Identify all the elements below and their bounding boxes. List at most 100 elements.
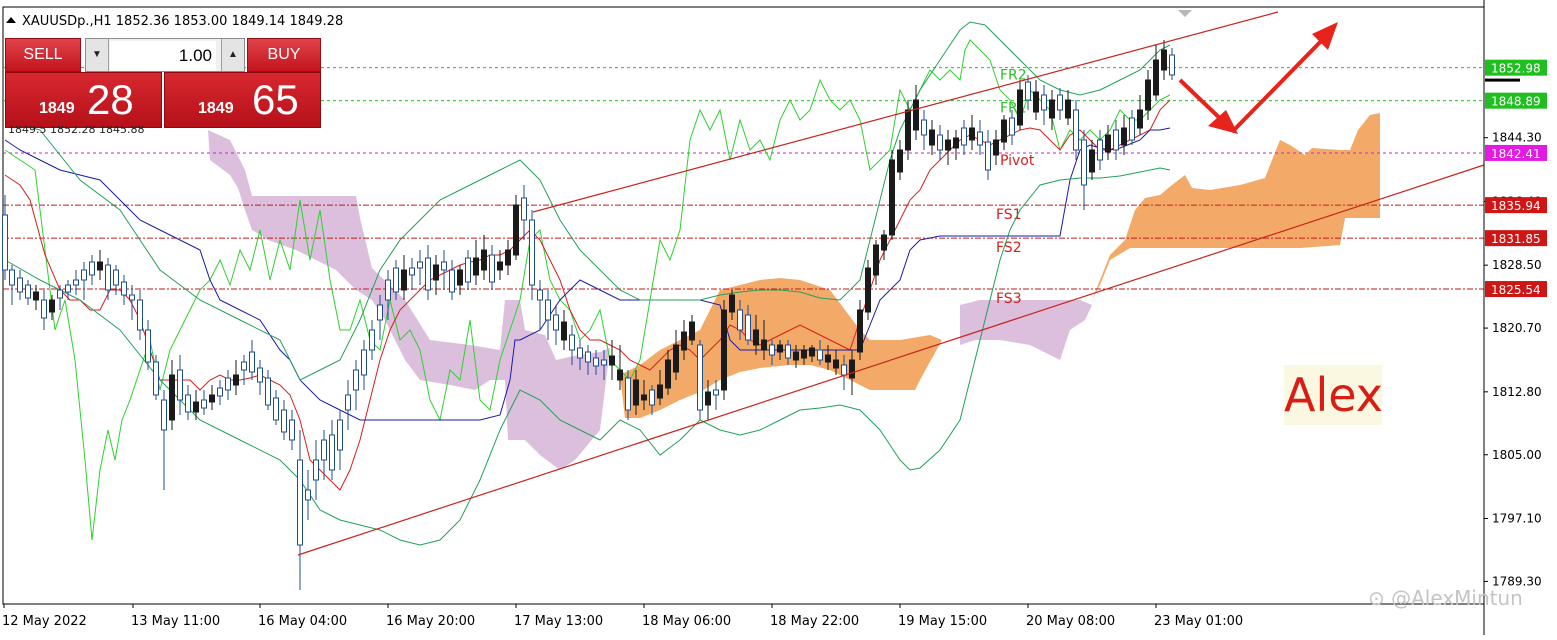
candle-body (153, 361, 159, 396)
level-tag (1485, 230, 1547, 247)
candle-body (745, 314, 751, 341)
time-tick-label: 18 May 22:00 (770, 614, 859, 629)
candle-body (729, 294, 735, 313)
candle-body (105, 264, 111, 291)
sell-price-button[interactable]: 1849 28 (5, 72, 162, 128)
candle-body (585, 351, 591, 363)
candle-body (441, 261, 447, 271)
candle-body (657, 384, 663, 399)
symbol-header: XAUUSDp.,H1 1852.36 1853.00 1849.14 1849… (6, 14, 343, 29)
candle-body (617, 369, 623, 381)
kijun-line (4, 127, 1171, 421)
candle-body (97, 261, 103, 271)
candle-body (1001, 119, 1007, 143)
collapse-triangle-icon[interactable] (6, 17, 16, 23)
pivot-label-fr2: FR2 (1000, 68, 1027, 84)
candle-body (497, 261, 503, 271)
candle-body (361, 349, 367, 376)
lot-size-input[interactable] (110, 41, 216, 71)
candle-body (505, 249, 511, 266)
channel-lower-line (297, 164, 1485, 556)
candle-body (257, 367, 263, 383)
candle-body (953, 137, 959, 149)
candle-body (513, 204, 519, 256)
candle-body (273, 397, 279, 421)
candle-body (1169, 54, 1175, 76)
one-click-trade-panel: SELL ▼ ▲ BUY 1849 28 1849 65 (5, 38, 321, 128)
candle-body (793, 351, 799, 361)
candle-body (185, 394, 191, 413)
candle-body (905, 109, 911, 151)
candle-body (417, 261, 423, 269)
candle-body (73, 279, 79, 286)
candle-body (241, 361, 247, 371)
candle-body (17, 277, 23, 293)
arrow-up-head-icon (1312, 22, 1338, 50)
candle-body (1025, 81, 1031, 101)
candle-body (369, 329, 375, 351)
candle-body (705, 391, 711, 406)
price-axis: 1844.301836.401828.501820.701812.801805.… (1483, 0, 1547, 635)
candle-body (737, 309, 743, 331)
candle-body (177, 369, 183, 401)
candle-body (1113, 129, 1119, 151)
level-tag-label: 1825.54 (1491, 283, 1541, 297)
buy-label: BUY (267, 46, 301, 63)
candle-body (809, 347, 815, 357)
candle-body (985, 141, 991, 171)
chevron-down-icon[interactable]: ▼ (86, 39, 109, 71)
level-tag-label: 1831.85 (1491, 232, 1541, 246)
candle-body (169, 374, 175, 421)
pivot-label-fs2: FS2 (996, 240, 1022, 256)
watermark: ⊙ @AlexMintun (1368, 586, 1523, 610)
candle-body (249, 351, 255, 373)
watermark-text: @AlexMintun (1391, 586, 1523, 610)
candle-body (865, 267, 871, 313)
buy-price-button[interactable]: 1849 65 (164, 72, 321, 128)
buy-button[interactable]: BUY (247, 38, 321, 72)
candle-body (561, 321, 567, 341)
candle-body (217, 387, 223, 397)
candle-body (1073, 109, 1079, 151)
time-tick-label: 23 May 01:00 (1154, 614, 1243, 629)
time-tick-label: 19 May 15:00 (898, 614, 987, 629)
candle-body (481, 249, 487, 271)
candle-body (993, 139, 999, 156)
sell-button[interactable]: SELL (5, 38, 81, 72)
buy-price-small: 1849 (198, 100, 234, 117)
candle-body (1089, 149, 1095, 173)
level-tag (1485, 144, 1547, 161)
candle-body (65, 284, 71, 293)
cloud-bull-segment (1092, 113, 1380, 300)
candle-body (785, 344, 791, 359)
candle-body (161, 399, 167, 431)
candle-body (849, 359, 855, 379)
cloud-bear-segment (208, 130, 610, 470)
candle-body (897, 149, 903, 173)
candle-body (681, 331, 687, 351)
chevron-up-icon[interactable]: ▲ (221, 39, 244, 71)
candle-body (929, 129, 935, 146)
candle-body (321, 439, 327, 461)
candle-body (57, 289, 63, 299)
candle-body (721, 309, 727, 391)
candle-body (825, 354, 831, 363)
candle-body (1129, 117, 1135, 141)
candle-body (113, 269, 119, 286)
candle-body (433, 264, 439, 281)
candle-body (1161, 49, 1167, 71)
price-tick-label: 1805.00 (1492, 448, 1542, 462)
level-tag-label: 1842.41 (1491, 147, 1541, 161)
candle-body (1097, 139, 1103, 161)
candle-body (1009, 117, 1015, 136)
pivot-label-pivot: Pivot (1000, 153, 1035, 169)
trend-drawings[interactable] (297, 10, 1485, 556)
level-tag-label: 1852.98 (1491, 62, 1541, 76)
candle-body (1065, 99, 1071, 119)
hidden-ohlc-row: 1849.5 1852.28 1845.88 (8, 126, 145, 135)
lot-stepper[interactable]: ▼ ▲ (85, 38, 245, 72)
candle-body (801, 349, 807, 359)
time-tick-label: 16 May 20:00 (386, 614, 475, 629)
